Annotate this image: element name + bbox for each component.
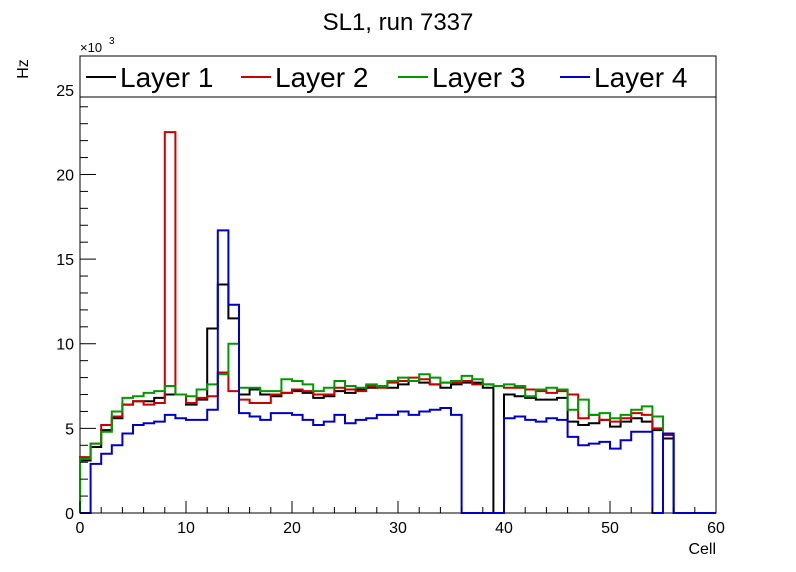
y-tick-label: 25 (56, 83, 74, 100)
legend-label: Layer 1 (120, 62, 213, 93)
x-tick-label: 50 (601, 520, 619, 537)
y-tick-label: 20 (56, 167, 74, 184)
series-line-layer-3 (79, 342, 716, 514)
x-tick-label: 0 (76, 520, 85, 537)
series-line-layer-2 (79, 131, 716, 514)
x-axis-label: Cell (688, 541, 716, 558)
legend-label: Layer 2 (275, 62, 368, 93)
y-tick-label: 0 (65, 506, 74, 523)
y-tick-label: 15 (56, 252, 74, 269)
y-multiplier-exponent: 3 (109, 36, 115, 47)
legend-label: Layer 3 (432, 62, 525, 93)
x-tick-label: 20 (283, 520, 301, 537)
y-tick-label: 10 (56, 337, 74, 354)
y-multiplier-base: ×10 (80, 40, 102, 55)
x-tick-label: 10 (177, 520, 195, 537)
series-layer (79, 131, 716, 514)
x-tick-label: 40 (495, 520, 513, 537)
axes-layer: 0 10 20 30 40 50 60 0 5 10 15 20 25 (56, 55, 725, 537)
legend: Layer 1 Layer 2 Layer 3 Layer 4 (86, 62, 687, 93)
x-tick-label: 60 (707, 520, 725, 537)
y-multiplier: ×10 3 (80, 36, 115, 55)
y-axis-label: Hz (15, 59, 32, 79)
series-line-layer-4 (80, 229, 716, 514)
legend-label: Layer 4 (594, 62, 687, 93)
x-tick-label: 30 (389, 520, 407, 537)
chart-title: SL1, run 7337 (323, 9, 474, 36)
y-tick-label: 5 (65, 421, 74, 438)
